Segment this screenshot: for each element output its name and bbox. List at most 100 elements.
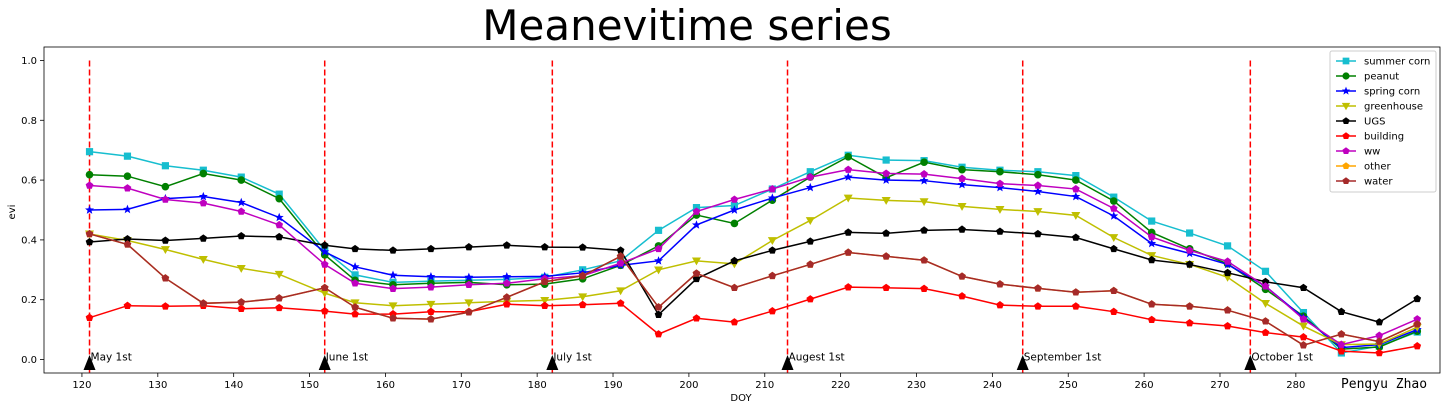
data-point [1223, 268, 1232, 277]
data-point [843, 172, 853, 181]
data-point [881, 175, 891, 184]
data-point [1071, 185, 1080, 193]
data-point [1375, 318, 1384, 326]
data-point [616, 252, 625, 260]
data-point [806, 260, 815, 268]
data-point [502, 241, 511, 249]
data-point [85, 313, 94, 321]
month-annotation: July 1st [552, 352, 592, 364]
data-point [85, 229, 94, 238]
x-tick-label: 210 [755, 380, 774, 391]
data-point [1261, 282, 1270, 290]
data-point [1109, 244, 1118, 253]
data-point [122, 204, 132, 214]
legend-marker [1341, 86, 1351, 95]
legend-marker [1342, 117, 1350, 125]
data-point [426, 300, 436, 309]
data-point [654, 266, 664, 275]
data-point [882, 252, 890, 260]
data-point [768, 246, 777, 254]
legend-marker [1342, 132, 1350, 140]
data-point [236, 197, 246, 207]
series-line [89, 176, 1418, 349]
data-point [1185, 319, 1194, 327]
data-point [465, 280, 473, 289]
data-point [1261, 267, 1270, 275]
data-point [320, 283, 329, 292]
data-point [1337, 307, 1346, 315]
data-point [805, 217, 815, 225]
data-point [844, 248, 853, 256]
data-point [844, 152, 853, 161]
legend-item: spring corn [1336, 87, 1420, 98]
data-point [464, 272, 474, 282]
data-point [844, 283, 853, 291]
legend-marker [1342, 72, 1350, 80]
legend-item: greenhouse [1336, 102, 1423, 113]
month-annotation: September 1st [1024, 352, 1102, 364]
data-point [1109, 211, 1119, 220]
data-point [882, 156, 890, 164]
x-tick-label: 280 [1286, 380, 1305, 391]
data-point [160, 246, 170, 254]
data-point [540, 296, 550, 305]
data-point [389, 246, 397, 254]
x-axis-ticks: 120 130 140 150 160 170 180 190 200 210 220 230 240 2… [72, 373, 1305, 391]
data-point [123, 152, 132, 160]
series-line [89, 168, 1418, 346]
series-line [89, 233, 1418, 347]
data-point [237, 231, 246, 240]
legend: summer corn peanut spring corn greenhouse UG… [1329, 50, 1437, 193]
data-point [1413, 315, 1422, 323]
legend-item: other [1336, 162, 1392, 173]
data-point [199, 299, 208, 307]
series-line [89, 228, 1418, 323]
data-point [1185, 246, 1194, 254]
data-point [320, 260, 329, 268]
data-point [465, 243, 473, 251]
data-point [502, 271, 512, 281]
author-credit: Pengyu Zhao [1341, 377, 1427, 392]
data-point [806, 173, 815, 181]
data-point [123, 184, 132, 192]
month-marker-triangle [1016, 355, 1029, 370]
data-point [1413, 320, 1422, 328]
data-point [654, 303, 663, 311]
data-point [1148, 217, 1156, 225]
data-point [1147, 238, 1157, 248]
data-point [1034, 181, 1042, 189]
data-point [692, 314, 701, 322]
legend-label: spring corn [1364, 87, 1420, 98]
data-point [1034, 284, 1042, 292]
data-point [920, 256, 928, 264]
data-point [502, 293, 511, 301]
data-point [768, 271, 777, 280]
data-point [237, 207, 246, 215]
data-point [85, 237, 94, 246]
data-point [275, 220, 284, 229]
data-point [427, 244, 435, 253]
data-point [805, 182, 815, 192]
data-point [1071, 191, 1081, 201]
data-point [389, 284, 397, 292]
data-point [275, 194, 284, 203]
data-point [426, 271, 436, 281]
data-point [540, 243, 549, 251]
data-point [1110, 193, 1118, 201]
data-point [237, 304, 246, 312]
data-point [920, 170, 928, 178]
data-point [844, 228, 853, 236]
x-tick-label: 190 [603, 380, 622, 391]
data-point [1299, 333, 1308, 341]
data-point [1147, 255, 1156, 264]
y-tick-label: 0.6 [21, 176, 37, 187]
data-point [843, 194, 853, 203]
data-point [919, 198, 929, 207]
data-point [957, 179, 967, 189]
month-annotation: June 1st [325, 352, 368, 364]
data-point [616, 299, 625, 307]
data-point [996, 167, 1004, 176]
series-water [85, 229, 1422, 349]
data-point [654, 226, 663, 234]
month-marker-triangle [546, 355, 559, 370]
